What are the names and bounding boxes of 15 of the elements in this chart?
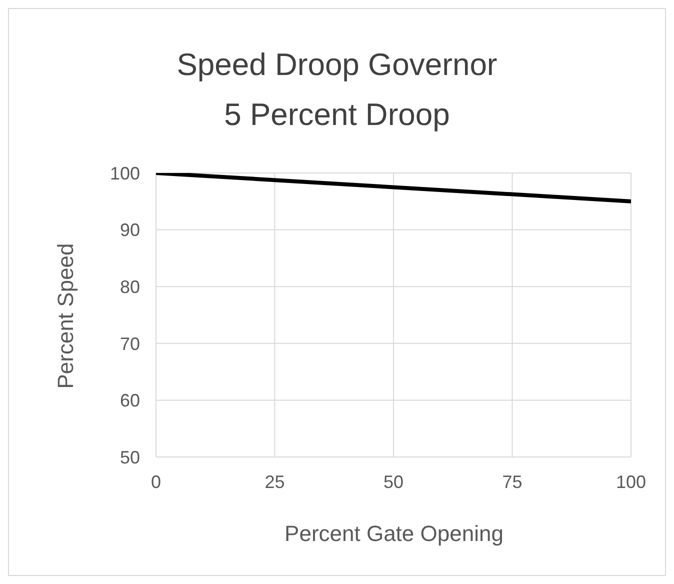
chart-subtitle: 5 Percent Droop bbox=[223, 97, 451, 133]
x-tick-label: 75 bbox=[502, 472, 522, 492]
x-tick-label: 50 bbox=[383, 472, 404, 492]
x-tick-label: 0 bbox=[150, 472, 162, 492]
x-axis-title: Percent Gate Opening bbox=[284, 521, 504, 547]
x-tick-label: 100 bbox=[616, 472, 646, 492]
y-tick-label: 80 bbox=[120, 276, 140, 297]
y-tick-label: 100 bbox=[110, 163, 140, 184]
y-tick-label: 90 bbox=[120, 220, 140, 240]
y-tick-label: 50 bbox=[120, 447, 140, 468]
chart-title: Speed Droop Governor bbox=[176, 47, 498, 83]
y-tick-label: 70 bbox=[120, 334, 140, 354]
y-axis-title: Percent Speed bbox=[53, 243, 79, 389]
x-tick-label: 25 bbox=[264, 472, 285, 492]
y-tick-label: 60 bbox=[120, 390, 140, 411]
